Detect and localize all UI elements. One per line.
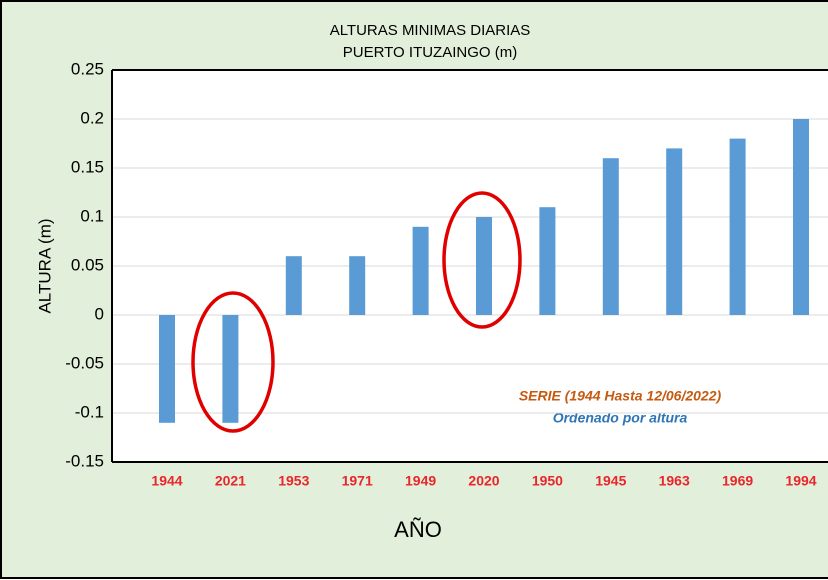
chart-subtitle: PUERTO ITUZAINGO (m)	[343, 44, 517, 61]
y-tick-label: -0.05	[65, 353, 104, 372]
bar	[349, 256, 366, 315]
x-tick-label: 1950	[532, 473, 563, 489]
y-tick-label: 0.25	[71, 59, 104, 78]
bar	[476, 217, 492, 315]
bar	[222, 315, 239, 423]
bar	[666, 148, 683, 315]
x-tick-label: 1971	[342, 473, 373, 489]
y-tick-label: -0.1	[75, 402, 104, 421]
annotation: Ordenado por altura	[553, 410, 688, 426]
bar	[412, 226, 429, 315]
y-tick-label: 0.2	[80, 108, 104, 127]
x-tick-label: 1994	[785, 473, 816, 489]
x-tick-label: 1963	[659, 473, 690, 489]
bar	[729, 138, 746, 315]
x-tick-label: 2021	[215, 473, 246, 489]
y-tick-label: 0	[95, 304, 104, 323]
annotation: SERIE (1944 Hasta 12/06/2022)	[519, 388, 722, 404]
y-axis-label: ALTURA (m)	[35, 218, 54, 313]
highlight-ellipse	[442, 191, 522, 329]
x-tick-label: 1949	[405, 473, 436, 489]
x-tick-label: 1944	[151, 473, 182, 489]
y-tick-label: 0.1	[80, 206, 104, 225]
x-tick-label: 1953	[278, 473, 309, 489]
y-tick-label: 0.15	[71, 157, 104, 176]
x-axis-label: AÑO	[394, 517, 442, 542]
y-tick-label: -0.15	[65, 451, 104, 470]
bar	[539, 207, 556, 315]
x-tick-label: 2020	[468, 473, 499, 489]
bar	[285, 256, 302, 315]
y-tick-label: 0.05	[71, 255, 104, 274]
highlight-ellipse	[191, 291, 275, 433]
bar	[793, 119, 809, 315]
bar	[159, 315, 175, 423]
bar	[602, 158, 619, 315]
x-tick-label: 1945	[595, 473, 626, 489]
chart-title: ALTURAS MINIMAS DIARIAS	[330, 22, 531, 39]
x-tick-label: 1969	[722, 473, 753, 489]
